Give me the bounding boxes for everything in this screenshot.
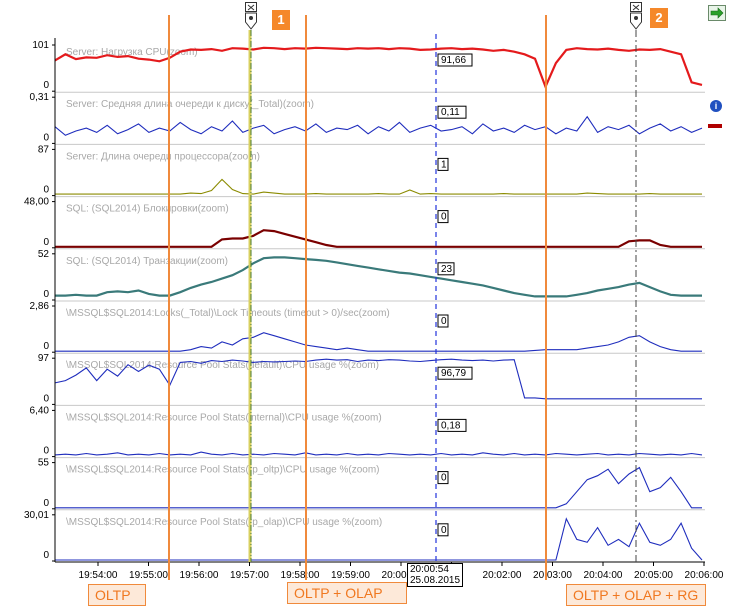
panel-label: Server: Нагрузка CPU(zoom): [66, 47, 198, 58]
cursor-value-box: [437, 366, 473, 380]
phase-oltp-olap-label: OLTP + OLAP: [287, 582, 407, 604]
panel-label: Server: Длина очереди процессора(zoom): [66, 151, 260, 162]
y-tick-max: 97: [38, 353, 50, 364]
y-tick-min: 0: [43, 237, 49, 248]
x-tick-label: 20:06:00: [685, 570, 724, 581]
cursor-date: 25.08.2015: [410, 575, 461, 586]
navigate-right-icon[interactable]: [708, 5, 726, 21]
y-tick-min: 0: [43, 393, 49, 404]
panel-label: \MSSQL$SQL2014:Locks(_Total)\Lock Timeou…: [66, 308, 390, 319]
panel: \MSSQL$SQL2014:Resource Pool Stats(defau…: [38, 353, 705, 406]
y-tick-min: 0: [43, 341, 49, 352]
cursor-value: 91,66: [441, 55, 466, 66]
cursor-value-box: [437, 471, 449, 485]
panel: Server: Нагрузка CPU(zoom) 101 0 91,66: [32, 40, 705, 93]
panel-label: \MSSQL$SQL2014:Resource Pool Stats(rp_ol…: [66, 517, 382, 528]
y-tick-max: 2,86: [30, 301, 50, 312]
cursor-time: 20:00:54: [410, 564, 449, 575]
x-tick-label: 19:57:00: [230, 570, 269, 581]
y-tick-min: 0: [43, 446, 49, 457]
cursor-value-box: [437, 314, 449, 328]
x-tick-label: 19:55:00: [129, 570, 168, 581]
series-line: [55, 466, 702, 509]
panel: \MSSQL$SQL2014:Resource Pool Stats(rp_ol…: [38, 458, 705, 511]
series-line: [54, 451, 703, 456]
panel: Server: Средняя длина очереди к диску(_T…: [30, 92, 705, 145]
series-line: [54, 358, 702, 400]
phase-oltp-olap-rg-label: OLTP + OLAP + RG: [566, 584, 706, 606]
y-tick-min: 0: [43, 289, 49, 300]
cursor-value-box: [437, 418, 467, 432]
panel-label: \MSSQL$SQL2014:Resource Pool Stats(rp_ol…: [66, 465, 379, 476]
y-tick-min: 0: [43, 550, 49, 561]
y-tick-min: 0: [43, 132, 49, 143]
cursor-value-box: [437, 262, 455, 276]
marker-1-label: 1: [272, 10, 290, 30]
series-line: [55, 229, 702, 248]
y-tick-max: 0,31: [30, 92, 50, 103]
panels-layer: Server: Нагрузка CPU(zoom)101091,66Serve…: [24, 40, 705, 563]
cursor-value: 0: [441, 473, 447, 484]
panel: \MSSQL$SQL2014:Resource Pool Stats(rp_ol…: [24, 510, 705, 563]
legend-swatch: [708, 124, 722, 128]
panel: \MSSQL$SQL2014:Locks(_Total)\Lock Timeou…: [30, 301, 705, 354]
cursor-value-box: [437, 105, 467, 119]
panel-label: SQL: (SQL2014) Транзакции(zoom): [66, 256, 228, 267]
y-tick-max: 55: [38, 458, 50, 469]
panel: \MSSQL$SQL2014:Resource Pool Stats(inter…: [30, 405, 705, 459]
y-tick-max: 6,40: [30, 405, 50, 416]
cursor-value: 0: [441, 316, 447, 327]
y-tick-max: 101: [32, 40, 49, 51]
x-tick-label: 19:56:00: [180, 570, 219, 581]
x-tick-label: 19:59:00: [331, 570, 370, 581]
y-tick-max: 30,01: [24, 510, 49, 521]
panel: SQL: (SQL2014) Блокировки(zoom) 48,00 0 0: [24, 197, 705, 250]
series-line: [54, 46, 703, 90]
cursor-value: 23: [441, 264, 453, 275]
y-tick-max: 87: [38, 144, 50, 155]
cursor-value: 0: [441, 525, 447, 536]
x-axis: 19:54:00 19:55:00 19:56:00 19:57:00 19:58:00…: [54, 38, 724, 581]
panel-label: \MSSQL$SQL2014:Resource Pool Stats(defau…: [66, 360, 379, 371]
series-line: [55, 178, 702, 195]
panel-label: Server: Средняя длина очереди к диску(_T…: [66, 99, 314, 110]
x-tick-label: 20:04:00: [584, 570, 623, 581]
cursor-value-box: [437, 53, 473, 67]
cursor-value-box: [437, 210, 449, 224]
cursor-value: 1: [441, 159, 447, 170]
y-tick-min: 0: [43, 185, 49, 196]
cursor-value: 96,79: [441, 368, 466, 379]
panel: Server: Длина очереди процессора(zoom) 87…: [38, 144, 705, 198]
x-tick-label: 19:54:00: [79, 570, 118, 581]
x-tick-label: 20:00:00: [382, 570, 421, 581]
cursor-value-box: [437, 523, 449, 537]
panel-label: \MSSQL$SQL2014:Resource Pool Stats(inter…: [66, 412, 382, 423]
y-tick-min: 0: [43, 498, 49, 509]
y-tick-max: 48,00: [24, 197, 49, 208]
marker-2-label: 2: [650, 8, 668, 28]
x-tick-label: 20:03:00: [533, 570, 572, 581]
y-tick-max: 52: [38, 249, 50, 260]
panel-label: SQL: (SQL2014) Блокировки(zoom): [66, 204, 229, 215]
cursor-value-box: [437, 157, 449, 171]
cursor-time-label: 20:00:54 25.08.2015: [407, 563, 464, 587]
x-tick-label: 19:58:00: [281, 570, 320, 581]
info-icon[interactable]: i: [710, 100, 722, 112]
cursor-value: 0,11: [441, 107, 460, 118]
x-tick-label: 20:05:00: [634, 570, 673, 581]
x-tick-label: 20:02:00: [483, 570, 522, 581]
series-line: [55, 332, 702, 352]
cursor-value: 0,18: [441, 420, 461, 431]
overlay-layer: [168, 15, 637, 580]
marker-pin-icon[interactable]: [630, 2, 642, 30]
cursor-value: 0: [441, 212, 447, 223]
y-tick-min: 0: [43, 80, 49, 91]
series-line: [55, 517, 703, 561]
series-line: [55, 256, 702, 298]
panel: SQL: (SQL2014) Транзакции(zoom) 52 0 23: [38, 249, 705, 302]
phase-oltp-label: OLTP: [88, 584, 146, 606]
marker-pin-icon[interactable]: [245, 2, 257, 30]
series-line: [54, 115, 703, 136]
